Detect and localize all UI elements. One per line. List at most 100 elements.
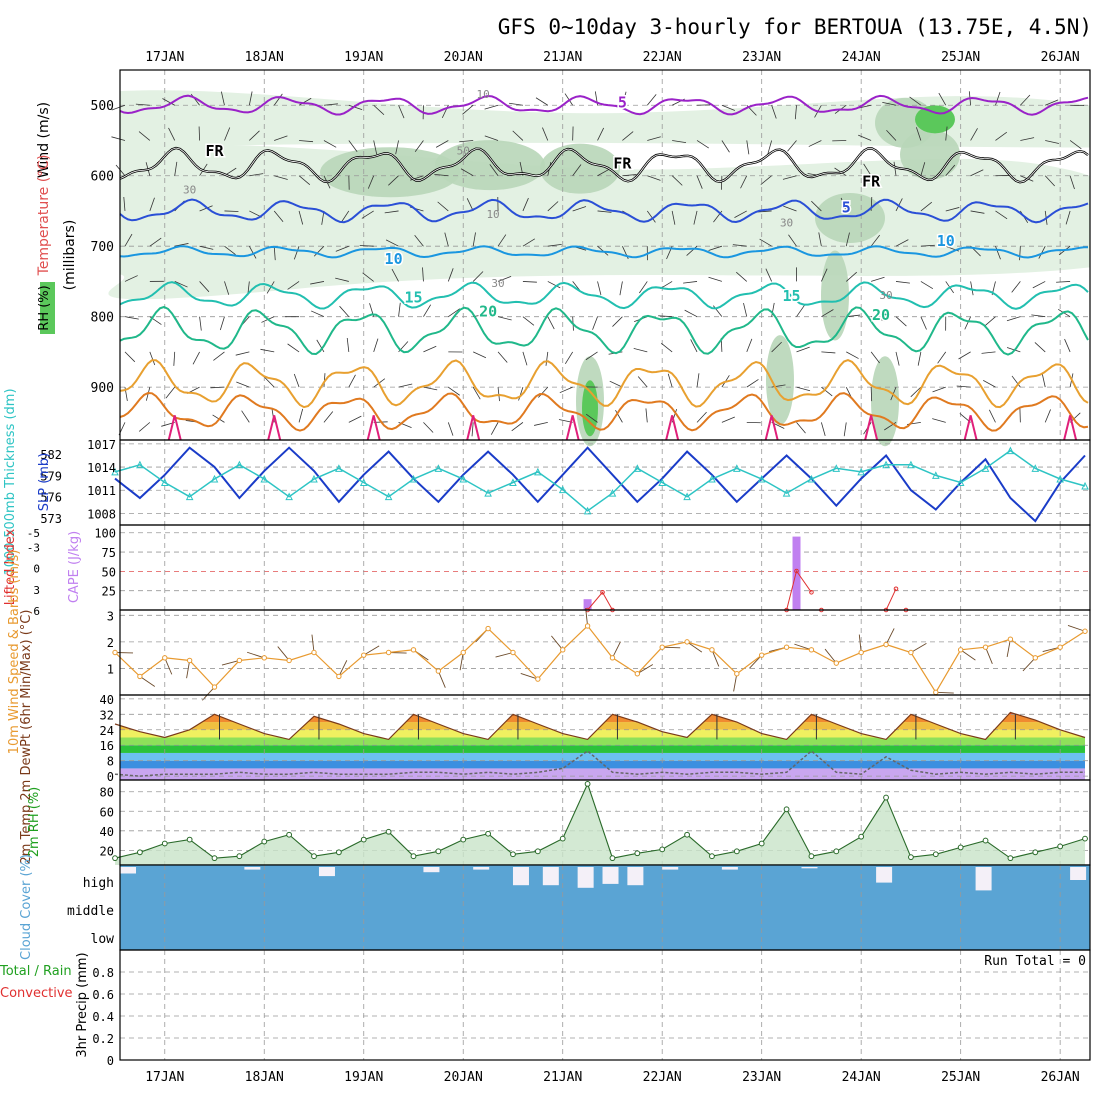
rh-contour-label: 30	[491, 277, 504, 290]
wind-barb	[273, 246, 276, 261]
date-label-top: 17JAN	[145, 50, 184, 65]
wind-speed-point	[560, 647, 566, 653]
wind-barb	[637, 376, 648, 388]
thickness-point	[981, 464, 990, 472]
wind-barb	[721, 416, 735, 423]
rh-point	[1007, 855, 1014, 862]
thickness-point	[534, 467, 542, 476]
wind-barb	[522, 197, 529, 212]
rh-point	[1057, 843, 1064, 850]
wind-barb	[264, 376, 275, 388]
wind-barb	[964, 316, 971, 330]
wind-barb	[311, 310, 325, 318]
thickness-point	[1081, 481, 1089, 490]
wind-barb	[1006, 316, 1021, 322]
wind-barb	[622, 131, 634, 141]
wind-barb	[111, 104, 126, 111]
isotherm-label: 15	[783, 287, 801, 305]
date-label-bottom: 25JAN	[941, 1070, 980, 1085]
panel-frame	[119, 949, 1091, 1061]
wind-speed-point	[211, 684, 218, 690]
thickness-point	[832, 464, 841, 472]
wind-barb	[522, 316, 535, 326]
wind-barb	[721, 104, 736, 111]
wind-barb	[398, 302, 401, 317]
wind-barb	[917, 351, 922, 366]
date-label-top: 19JAN	[344, 50, 383, 65]
rh-point	[112, 855, 118, 862]
thickness-point	[1031, 464, 1040, 472]
date-label-top: 25JAN	[941, 50, 980, 65]
wind-barb	[391, 268, 399, 282]
wind-barb	[149, 351, 156, 366]
wind-barb-10m	[985, 647, 993, 665]
wind-barb	[760, 175, 772, 185]
wind-barb	[671, 175, 683, 186]
wind-barb	[720, 175, 723, 190]
wind-barb	[647, 175, 661, 181]
wind-speed-point	[286, 657, 292, 664]
precip-total-label: Total / Rain	[0, 964, 72, 979]
thickness-point	[185, 492, 194, 501]
wind-barb	[444, 232, 449, 247]
wind-barb	[124, 351, 136, 363]
thickness-point	[210, 474, 219, 483]
wind-speed-point	[833, 660, 840, 666]
wind-barb	[619, 281, 623, 296]
wind-barb	[198, 126, 200, 141]
thickness-point	[708, 474, 716, 483]
isotherm-35c	[963, 415, 978, 441]
slp-tick-label: 1008	[87, 507, 116, 521]
cloud-high-bar	[577, 867, 594, 888]
wind-barb	[547, 281, 561, 289]
date-label-bottom: 22JAN	[643, 1070, 682, 1085]
wind-barb	[1044, 175, 1055, 187]
rh-point	[659, 846, 666, 853]
wind-speed-point	[435, 668, 442, 674]
thickness-point	[857, 467, 865, 476]
thickness-point	[1056, 474, 1064, 483]
wind-barb	[740, 175, 748, 189]
wind-barb	[298, 210, 304, 225]
wind-barb	[213, 351, 225, 361]
wind-speed-point	[361, 652, 367, 658]
li-ylabel: Lifted Index	[3, 528, 18, 605]
wind-barb	[845, 271, 857, 282]
wind-speed-point	[1057, 644, 1063, 650]
wind-speed-point	[609, 655, 616, 661]
wind-barb-10m	[662, 646, 681, 649]
wind-barb	[489, 164, 499, 176]
wind-barb	[984, 316, 996, 327]
wind-barb	[686, 245, 698, 256]
wind-barb	[174, 161, 178, 176]
rh-point	[634, 850, 641, 857]
wind-barb-10m	[164, 657, 173, 675]
rh-point	[261, 838, 268, 845]
wind-barb	[249, 173, 264, 177]
wind-barb	[522, 351, 528, 366]
wind-barb	[937, 351, 947, 364]
wind-barb	[821, 351, 836, 354]
wind-barb	[298, 97, 312, 106]
wind-barb	[818, 232, 822, 247]
wind-barb	[1045, 99, 1059, 106]
wind-speed-point	[659, 644, 665, 650]
date-label-top: 22JAN	[643, 50, 682, 65]
wind-barb	[734, 210, 747, 218]
wind-barb-10m	[711, 649, 720, 667]
temp-band	[120, 737, 1086, 746]
wind-barb-10m	[686, 641, 703, 653]
wind-barb	[199, 281, 210, 293]
wind-barb	[219, 316, 225, 331]
cloud-level-label: high	[83, 876, 114, 891]
wind-barb	[466, 198, 474, 212]
wind-speed-point	[162, 655, 168, 661]
wind-barb	[123, 196, 126, 211]
wind-barb	[736, 271, 748, 282]
rh-column-green	[582, 380, 598, 437]
li-line	[587, 591, 613, 611]
wind-barb	[224, 210, 239, 212]
wind-barb	[512, 130, 524, 141]
rh-tick-label: 20	[100, 844, 114, 858]
isotherm-label: 20	[479, 303, 497, 321]
